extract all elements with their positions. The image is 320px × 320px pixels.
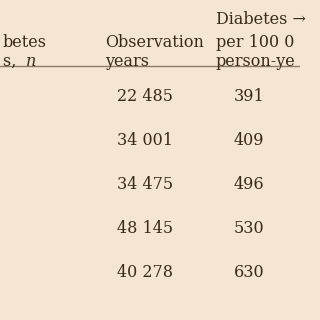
Text: s,: s, — [3, 53, 21, 70]
Text: 34 475: 34 475 — [117, 176, 173, 193]
Text: years: years — [105, 53, 149, 70]
Text: 496: 496 — [234, 176, 264, 193]
Text: 630: 630 — [234, 264, 264, 281]
Text: 391: 391 — [234, 88, 264, 105]
Text: person-ye: person-ye — [216, 53, 295, 70]
Text: n: n — [26, 53, 36, 70]
Text: per 100 0: per 100 0 — [216, 34, 294, 51]
Text: 48 145: 48 145 — [117, 220, 173, 237]
Text: 22 485: 22 485 — [117, 88, 173, 105]
Text: Diabetes →: Diabetes → — [216, 11, 306, 28]
Text: betes: betes — [3, 34, 47, 51]
Text: 40 278: 40 278 — [117, 264, 173, 281]
Text: 409: 409 — [234, 132, 264, 149]
Text: 530: 530 — [234, 220, 264, 237]
Text: Observation: Observation — [105, 34, 204, 51]
Text: 34 001: 34 001 — [117, 132, 173, 149]
